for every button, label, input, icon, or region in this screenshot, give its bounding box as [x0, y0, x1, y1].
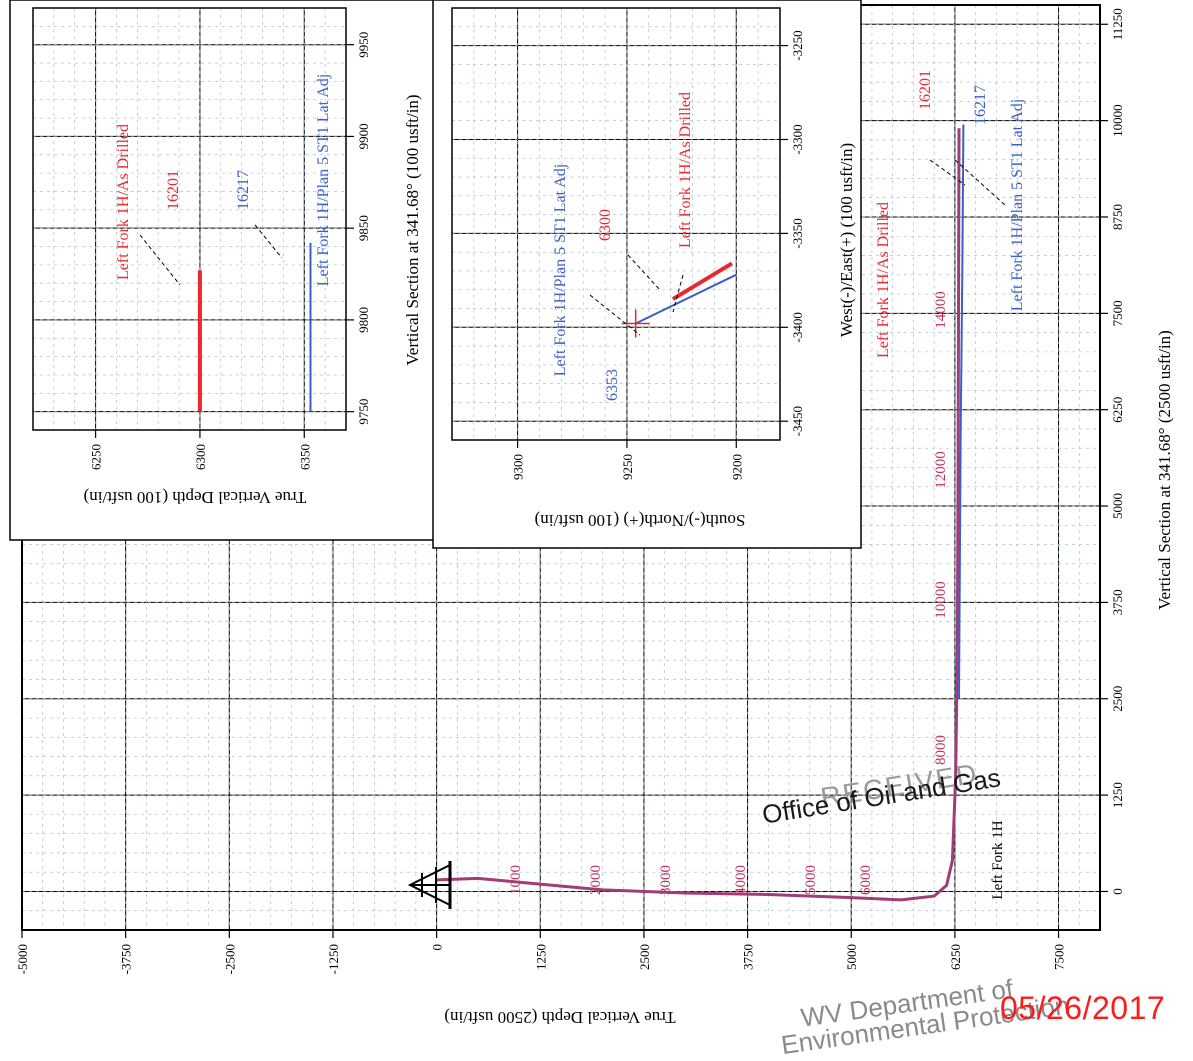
inset-vertical-section: 6250 6300 6350 9750 9800 9850 9900 9950 True V…: [9, 0, 441, 541]
md-depth-label: 14000: [933, 291, 949, 329]
inset1-grid: [32, 7, 347, 431]
x-tick-label: 3750: [741, 944, 756, 970]
main-y-ticks: 0 1250 2500 3750 5000 6250 7500 8750 10000 11250: [1100, 8, 1125, 895]
inset2-series-group: [621, 261, 737, 338]
main-leader-line-1: [929, 159, 966, 186]
main-chart: -5000 -3750 -2500 -1250 0 1250 2500 3750 5000 625…: [15, 4, 1174, 1027]
x-tick-label: 9250: [620, 454, 635, 480]
inset1-x-axis-label: True Vertical Depth (100 usft/in): [84, 488, 307, 507]
main-leader-line-2: [954, 159, 1006, 206]
x-tick-label: -1250: [326, 944, 341, 974]
x-tick-label: 9200: [729, 454, 744, 480]
inset2-panel: [432, 0, 862, 549]
inset2-y-axis-label: West(-)/East(+) (100 usft/in): [837, 143, 856, 337]
md-depth-label: 1000: [508, 865, 524, 895]
y-tick-label: 7500: [1110, 300, 1125, 326]
date-stamp: 05/26/2017: [1000, 990, 1166, 1026]
x-tick-label: 6350: [297, 444, 312, 470]
inset1-y-ticks: 9750 9800 9850 9900 9950: [346, 32, 371, 425]
inset1-annotation-as-drilled: Left Fork 1H/As Drilled: [115, 124, 132, 280]
md-depth-label: 16201: [917, 70, 934, 110]
y-tick-label: 10000: [1110, 104, 1125, 137]
md-depth-label: 3000: [658, 865, 674, 895]
inset2-annotation-as-drilled: Left Fork 1H/As Drilled: [677, 92, 694, 248]
y-tick-label: 9750: [356, 399, 371, 425]
x-tick-label: 6250: [948, 944, 963, 970]
inset2-annotation-plan: Left Fork 1H/Plan 5 ST1 Lat Adj: [552, 164, 569, 376]
y-tick-label: -3350: [790, 218, 805, 248]
y-tick-label: 3750: [1110, 589, 1125, 615]
md-depth-label: 8000: [933, 735, 949, 765]
y-tick-label: 9950: [356, 32, 371, 58]
inset2-x-axis-label: South(-)/North(+) (100 usft/in): [535, 511, 746, 530]
y-tick-label: 11250: [1110, 8, 1125, 40]
inset2-annotation-md-6300: 6300: [597, 209, 614, 241]
main-depth-labels: 1000 2000 3000 4000 5000 6000 8000 10000 12000 14…: [508, 70, 989, 895]
inset1-leader-line-2: [254, 224, 283, 259]
y-tick-label: -3300: [790, 124, 805, 154]
x-tick-label: 5000: [844, 944, 859, 970]
main-x-axis-label: True Vertical Depth (2500 usft/in): [444, 1008, 675, 1027]
x-tick-label: -3750: [119, 944, 134, 974]
md-depth-label: 6000: [858, 865, 874, 895]
inset1-plot-frame: [32, 7, 347, 431]
x-tick-label: 9300: [511, 454, 526, 480]
series-line-plan: [635, 273, 737, 325]
y-tick-label: 9850: [356, 215, 371, 241]
md-depth-label: 5000: [803, 865, 819, 895]
y-tick-label: 8750: [1110, 204, 1125, 230]
main-x-ticks: -5000 -3750 -2500 -1250 0 1250 2500 3750 5000 625…: [15, 930, 1067, 974]
rig-icon: [407, 861, 452, 909]
inset-plan-view: 9200 9250 9300 -3450 -3400 -3350 -3300 -3250 S…: [432, 0, 862, 549]
y-tick-label: -3400: [790, 312, 805, 342]
y-tick-label: 9800: [356, 307, 371, 333]
inset2-x-ticks: 9200 9250 9300: [511, 440, 744, 480]
md-depth-label: 12000: [933, 451, 949, 489]
y-tick-label: -3250: [790, 30, 805, 60]
md-depth-label: 4000: [733, 865, 749, 895]
md-depth-label: 16217: [972, 85, 989, 125]
inset1-panel: [9, 0, 441, 541]
y-tick-label: 0: [1110, 888, 1125, 895]
y-tick-label: 2500: [1110, 686, 1125, 712]
inset1-leader-line-1: [139, 234, 181, 286]
x-tick-label: 6300: [193, 444, 208, 470]
inset2-leader-line-1: [589, 294, 641, 336]
y-tick-label: 1250: [1110, 782, 1125, 808]
x-tick-label: 1250: [533, 944, 548, 970]
survey-plot-sheet: -5000 -3750 -2500 -1250 0 1250 2500 3750 5000 625…: [9, 0, 1174, 1027]
inset1-x-ticks: 6250 6300 6350: [89, 430, 312, 470]
inset1-y-axis-label: Vertical Section at 341.68° (100 usft/in…: [403, 94, 422, 365]
x-tick-label: 2500: [637, 944, 652, 970]
x-tick-label: -2500: [222, 944, 237, 974]
x-tick-label: 6250: [89, 444, 104, 470]
main-annotation-as-drilled: Left Fork 1H/As Drilled: [875, 202, 892, 358]
series-line-plan: [958, 124, 965, 699]
y-tick-label: 5000: [1110, 493, 1125, 519]
inset2-plot-frame: [451, 7, 781, 441]
x-tick-label: 0: [430, 944, 445, 951]
main-y-axis-label: Vertical Section at 341.68° (2500 usft/i…: [1155, 330, 1174, 610]
inset2-annotation-md-6353: 6353: [604, 369, 621, 401]
inset1-annotation-plan: Left Fork 1H/Plan 5 ST1 Lat Adj: [315, 74, 332, 286]
main-series-group: [436, 124, 965, 902]
inset2-leader-line-3: [672, 274, 684, 313]
md-depth-label: 2000: [588, 865, 604, 895]
y-tick-label: 6250: [1110, 397, 1125, 423]
inset2-leader-line-2: [627, 254, 661, 291]
series-line-as-drilled: [671, 261, 733, 301]
inset1-annotation-md-16217: 16217: [235, 170, 252, 210]
inset1-annotation-md-16201: 16201: [165, 170, 182, 210]
series-line-as-drilled: [436, 128, 961, 902]
main-annotation-plan: Left Fork 1H/Plan 5 ST1 Lat Adj: [1009, 99, 1026, 311]
x-tick-label: 7500: [1052, 944, 1067, 970]
inset2-y-ticks: -3450 -3400 -3350 -3300 -3250: [780, 30, 805, 436]
y-tick-label: -3450: [790, 406, 805, 436]
inset1-series-group: [197, 242, 312, 412]
y-tick-label: 9900: [356, 123, 371, 149]
x-tick-label: -5000: [15, 944, 30, 974]
main-annotation-well: Left Fork 1H: [990, 820, 1006, 899]
md-depth-label: 10000: [933, 581, 949, 619]
